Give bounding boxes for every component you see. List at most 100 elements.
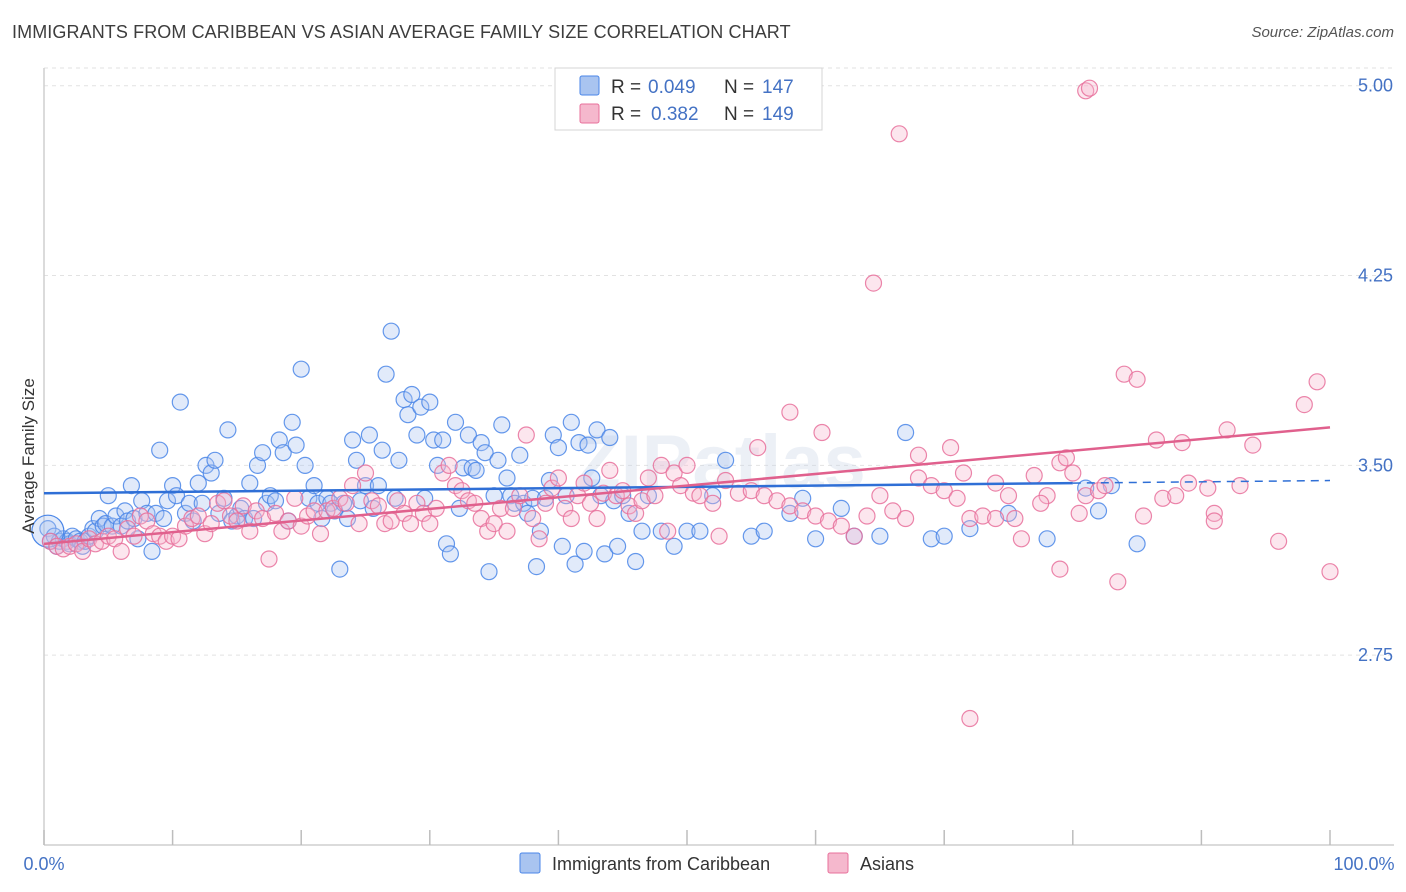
caribbean-point <box>403 385 421 404</box>
asians-point <box>704 494 722 512</box>
trend-line-caribbean-extension <box>1072 479 1331 484</box>
asians-point <box>948 489 966 507</box>
asians-point <box>350 514 368 533</box>
caribbean-point <box>382 322 400 340</box>
caribbean-point <box>360 426 378 444</box>
asians-point <box>1096 477 1114 495</box>
caribbean-point <box>871 527 889 545</box>
asians-point <box>986 509 1005 528</box>
asians-point <box>1077 487 1095 505</box>
caribbean-point <box>202 464 220 482</box>
y-tick-label: 2.75 <box>1358 645 1393 665</box>
asians-point <box>832 517 850 535</box>
caribbean-point <box>935 527 953 545</box>
trend-line-asians <box>43 426 1331 546</box>
asians-point <box>890 125 908 143</box>
asians-point <box>1173 434 1191 452</box>
caribbean-point <box>579 436 597 454</box>
caribbean-point <box>794 489 812 507</box>
asians-point <box>1057 449 1076 467</box>
asians-point <box>909 469 928 487</box>
caribbean-point <box>441 545 459 563</box>
asians-point <box>1064 464 1082 482</box>
asians-point <box>491 499 510 517</box>
asians-point <box>819 512 838 530</box>
asians-point <box>1032 494 1050 512</box>
source-label: Source: ZipAtlas.com <box>1251 24 1394 41</box>
asians-point <box>1295 396 1313 414</box>
caribbean-point <box>961 519 979 538</box>
legend-swatch-caribbean <box>519 852 541 874</box>
caribbean-point <box>283 413 301 431</box>
caribbean-point <box>377 365 395 383</box>
caribbean-point <box>437 535 456 553</box>
asians-point <box>1205 512 1223 530</box>
caribbean-point <box>498 469 516 487</box>
caribbean-point <box>454 459 472 477</box>
caribbean-point <box>248 456 267 474</box>
asians-point <box>517 426 535 444</box>
stats-n-value-asians: 149 <box>762 104 794 125</box>
caribbean-point <box>287 436 305 454</box>
asians-point <box>1115 365 1133 383</box>
asians-point <box>639 469 658 487</box>
asians-point <box>633 492 651 510</box>
x-ticks <box>43 830 1331 845</box>
asians-point <box>562 509 580 528</box>
asians-point <box>556 499 574 517</box>
caribbean-point <box>151 441 169 459</box>
legend-swatch-asians <box>827 852 849 874</box>
asians-point <box>1012 530 1031 548</box>
asians-point <box>1167 487 1185 505</box>
axes <box>43 68 1394 846</box>
asians-point <box>781 403 799 421</box>
stats-n-label-asians: N = <box>724 104 754 125</box>
caribbean-point <box>171 393 189 411</box>
caribbean-point <box>626 552 645 571</box>
asians-point <box>241 522 259 540</box>
asians-point <box>961 509 979 528</box>
caribbean-point <box>99 487 117 505</box>
caribbean-point <box>566 555 584 573</box>
caribbean-point <box>511 446 529 464</box>
asians-point <box>884 502 902 520</box>
bottom-legend: Immigrants from Caribbean Asians <box>519 852 914 874</box>
caribbean-point <box>832 499 850 517</box>
asians-point <box>401 514 420 533</box>
stats-r-value-caribbean: 0.049 <box>648 77 696 98</box>
asians-point <box>1308 373 1326 391</box>
caribbean-point <box>553 537 571 555</box>
stats-r-value-asians: 0.382 <box>651 104 699 125</box>
caribbean-point <box>143 542 161 561</box>
caribbean-point <box>549 439 568 457</box>
y-tick-labels: 2.75 3.50 4.25 5.00 <box>1358 76 1393 665</box>
asians-point <box>1025 466 1043 485</box>
caribbean-point <box>344 431 362 449</box>
trend-lines <box>43 426 1331 546</box>
caribbean-point <box>742 527 760 545</box>
caribbean-point <box>691 522 709 540</box>
caribbean-point <box>347 451 366 469</box>
caribbean-point <box>544 426 562 444</box>
chart-title: IMMIGRANTS FROM CARIBBEAN VS ASIAN AVERA… <box>12 22 791 42</box>
asians-point <box>485 514 503 533</box>
asians-point <box>768 492 786 510</box>
caribbean-point <box>608 537 627 555</box>
caribbean-point <box>678 522 696 540</box>
caribbean-point <box>601 428 619 447</box>
caribbean-point <box>446 413 465 431</box>
asians-point <box>234 497 252 515</box>
asians-point <box>588 509 606 528</box>
x-tick-label-max: 100.0% <box>1333 854 1394 874</box>
asians-point <box>311 525 330 543</box>
asians-point <box>1128 370 1146 388</box>
asians-point <box>652 456 670 474</box>
asians-point <box>1154 489 1172 507</box>
caribbean-point <box>408 426 426 444</box>
asians-point <box>1080 79 1099 97</box>
asians-point <box>871 487 889 505</box>
caribbean-point <box>652 522 670 540</box>
caribbean-point <box>665 537 683 555</box>
asians-point <box>524 509 542 528</box>
